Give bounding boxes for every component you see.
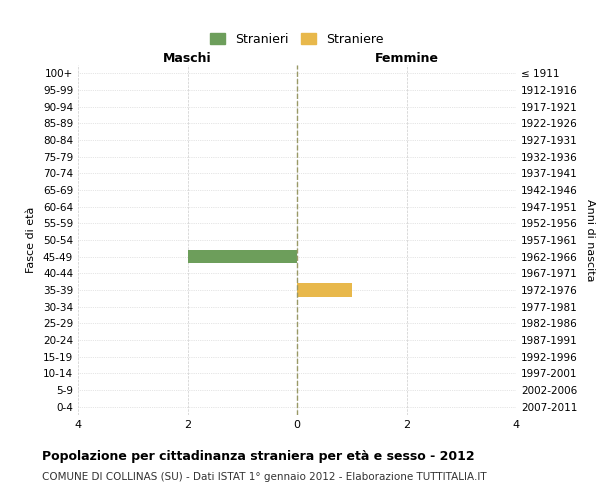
Bar xyxy=(187,250,297,264)
Legend: Stranieri, Straniere: Stranieri, Straniere xyxy=(206,29,388,50)
Text: Popolazione per cittadinanza straniera per età e sesso - 2012: Popolazione per cittadinanza straniera p… xyxy=(42,450,475,463)
Text: Maschi: Maschi xyxy=(163,52,212,65)
Text: Femmine: Femmine xyxy=(374,52,439,65)
Text: COMUNE DI COLLINAS (SU) - Dati ISTAT 1° gennaio 2012 - Elaborazione TUTTITALIA.I: COMUNE DI COLLINAS (SU) - Dati ISTAT 1° … xyxy=(42,472,487,482)
Y-axis label: Anni di nascita: Anni di nascita xyxy=(584,198,595,281)
Y-axis label: Fasce di età: Fasce di età xyxy=(26,207,36,273)
Bar xyxy=(297,284,352,296)
